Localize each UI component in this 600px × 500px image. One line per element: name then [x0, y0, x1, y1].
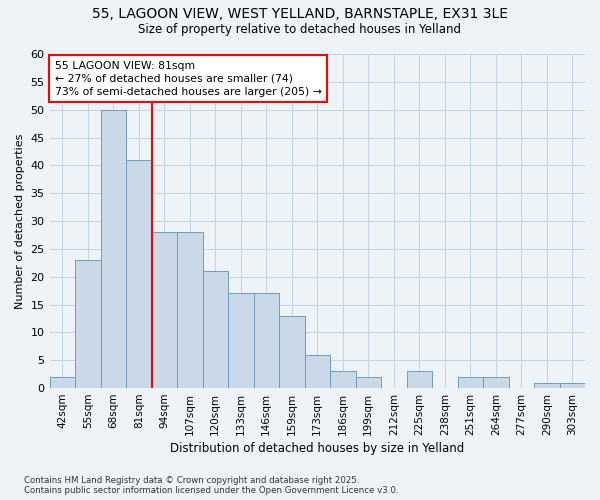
Bar	[126, 160, 152, 388]
Bar	[228, 294, 254, 388]
Bar	[560, 382, 585, 388]
Text: 55 LAGOON VIEW: 81sqm
← 27% of detached houses are smaller (74)
73% of semi-deta: 55 LAGOON VIEW: 81sqm ← 27% of detached …	[55, 60, 322, 97]
Bar	[203, 271, 228, 388]
Bar	[458, 377, 483, 388]
Bar	[330, 372, 356, 388]
X-axis label: Distribution of detached houses by size in Yelland: Distribution of detached houses by size …	[170, 442, 464, 455]
Text: 55, LAGOON VIEW, WEST YELLAND, BARNSTAPLE, EX31 3LE: 55, LAGOON VIEW, WEST YELLAND, BARNSTAPL…	[92, 8, 508, 22]
Bar	[279, 316, 305, 388]
Bar	[75, 260, 101, 388]
Bar	[305, 354, 330, 388]
Bar	[177, 232, 203, 388]
Bar	[483, 377, 509, 388]
Text: Size of property relative to detached houses in Yelland: Size of property relative to detached ho…	[139, 22, 461, 36]
Bar	[534, 382, 560, 388]
Bar	[50, 377, 75, 388]
Bar	[407, 372, 432, 388]
Bar	[152, 232, 177, 388]
Bar	[254, 294, 279, 388]
Text: Contains HM Land Registry data © Crown copyright and database right 2025.
Contai: Contains HM Land Registry data © Crown c…	[24, 476, 398, 495]
Y-axis label: Number of detached properties: Number of detached properties	[15, 134, 25, 308]
Bar	[101, 110, 126, 388]
Bar	[356, 377, 381, 388]
